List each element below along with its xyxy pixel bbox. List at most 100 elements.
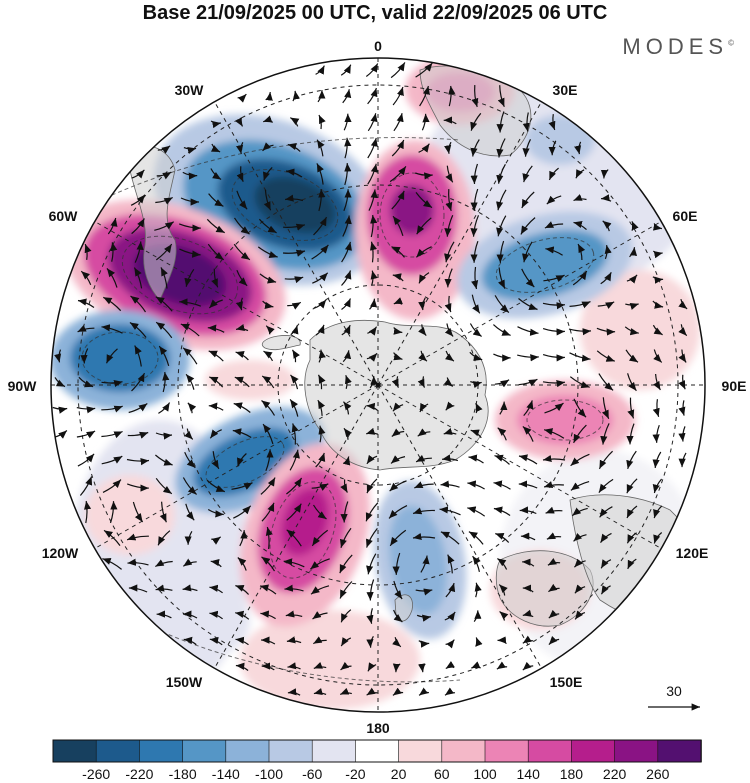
wind-arrow	[54, 377, 66, 388]
wind-arrow	[131, 372, 146, 392]
wind-arrow	[184, 451, 196, 469]
wind-arrow	[286, 636, 302, 644]
wind-arrow	[155, 321, 173, 339]
wind-arrow	[77, 453, 95, 467]
wind-arrow	[627, 558, 637, 570]
wind-arrow	[573, 220, 587, 231]
wind-arrow	[155, 296, 173, 312]
wind-arrow	[179, 248, 201, 258]
colorbar-swatch	[52, 739, 98, 763]
wind-arrow	[233, 217, 250, 235]
wind-arrow	[367, 113, 378, 132]
wind-arrow	[624, 326, 639, 336]
wind-arrow	[600, 194, 612, 202]
wind-arrow	[285, 194, 304, 202]
wind-arrow	[154, 221, 175, 231]
wind-arrow	[415, 172, 433, 180]
wind-arrow	[392, 402, 404, 412]
wind-arrow	[496, 215, 507, 237]
wind-arrow	[313, 688, 327, 695]
wind-arrow	[445, 660, 455, 670]
wind-arrow	[518, 298, 538, 311]
wind-arrow	[444, 295, 452, 313]
wind-arrow	[128, 584, 148, 593]
wind-arrow	[444, 141, 452, 154]
wind-arrow	[289, 399, 299, 417]
wind-arrow	[342, 456, 351, 466]
wind-arrow	[518, 480, 538, 489]
wind-arrow	[420, 555, 430, 573]
wind-arrow	[76, 406, 96, 414]
wind-arrow	[340, 64, 352, 76]
wind-arrow	[206, 479, 226, 493]
label-180: 180	[366, 720, 390, 736]
wind-arrow	[284, 584, 304, 592]
wind-arrow	[604, 244, 612, 260]
wind-arrow	[182, 477, 197, 495]
wind-arrow	[572, 270, 588, 286]
wind-arrow	[101, 405, 123, 413]
wind-arrow	[652, 324, 663, 336]
wind-arrow	[569, 352, 591, 362]
wind-arrow	[653, 505, 663, 519]
wind-arrow	[262, 142, 274, 152]
wind-arrow	[313, 216, 328, 236]
wind-arrow	[626, 532, 637, 544]
wind-arrow	[388, 505, 408, 519]
wind-arrow	[653, 373, 661, 391]
wind-arrow	[412, 507, 435, 515]
wind-arrow	[493, 480, 511, 490]
wind-arrow	[366, 579, 375, 601]
wind-arrow	[259, 273, 277, 284]
colorbar-tick-label: -140	[212, 766, 240, 782]
wind-arrow	[341, 270, 352, 286]
wind-arrow	[468, 531, 484, 545]
wind-arrow	[185, 503, 195, 521]
wind-arrow	[626, 478, 638, 494]
wind-arrow	[366, 478, 378, 494]
label-120e: 120E	[676, 545, 709, 561]
anomaly-pos	[517, 395, 613, 445]
wind-arrow	[415, 62, 433, 78]
wind-arrow	[629, 247, 638, 258]
wind-arrow	[625, 349, 639, 363]
wind-arrow	[158, 345, 170, 367]
wind-arrow	[157, 145, 171, 154]
wind-arrow	[311, 244, 329, 260]
wind-arrow	[573, 532, 587, 542]
wind-arrow	[286, 503, 302, 521]
wind-arrow	[470, 112, 482, 131]
wind-arrow	[522, 139, 532, 157]
wind-arrow	[497, 558, 508, 570]
wind-arrow	[206, 218, 225, 234]
colorbar-tick-label: 220	[603, 766, 627, 782]
wind-arrow	[493, 353, 511, 362]
wind-arrow	[598, 373, 614, 391]
wind-arrow	[287, 688, 301, 696]
wind-arrow	[499, 610, 509, 621]
wind-arrow	[184, 530, 193, 545]
wind-arrow	[412, 532, 436, 541]
wind-arrow	[107, 217, 118, 235]
wind-arrow	[389, 529, 407, 547]
wind-arrow	[415, 192, 433, 209]
wind-arrow	[497, 85, 505, 108]
wind-arrow	[366, 635, 374, 648]
wind-arrow	[520, 217, 536, 235]
wind-arrow	[290, 325, 299, 336]
wind-arrow	[180, 197, 200, 206]
wind-arrow	[522, 609, 534, 618]
colorbar-tick-label: 180	[560, 766, 584, 782]
wind-arrow	[475, 402, 483, 414]
wind-arrow	[318, 114, 326, 130]
wind-arrow	[78, 376, 94, 388]
wind-arrow	[444, 323, 454, 337]
wind-arrow	[260, 610, 276, 620]
wind-arrow	[341, 241, 352, 263]
label-90e: 90E	[722, 378, 747, 394]
wind-arrow	[548, 167, 559, 181]
wind-arrow	[598, 450, 614, 470]
wind-arrow	[444, 268, 453, 288]
wind-arrow	[286, 477, 303, 495]
wind-vectors	[52, 62, 688, 696]
